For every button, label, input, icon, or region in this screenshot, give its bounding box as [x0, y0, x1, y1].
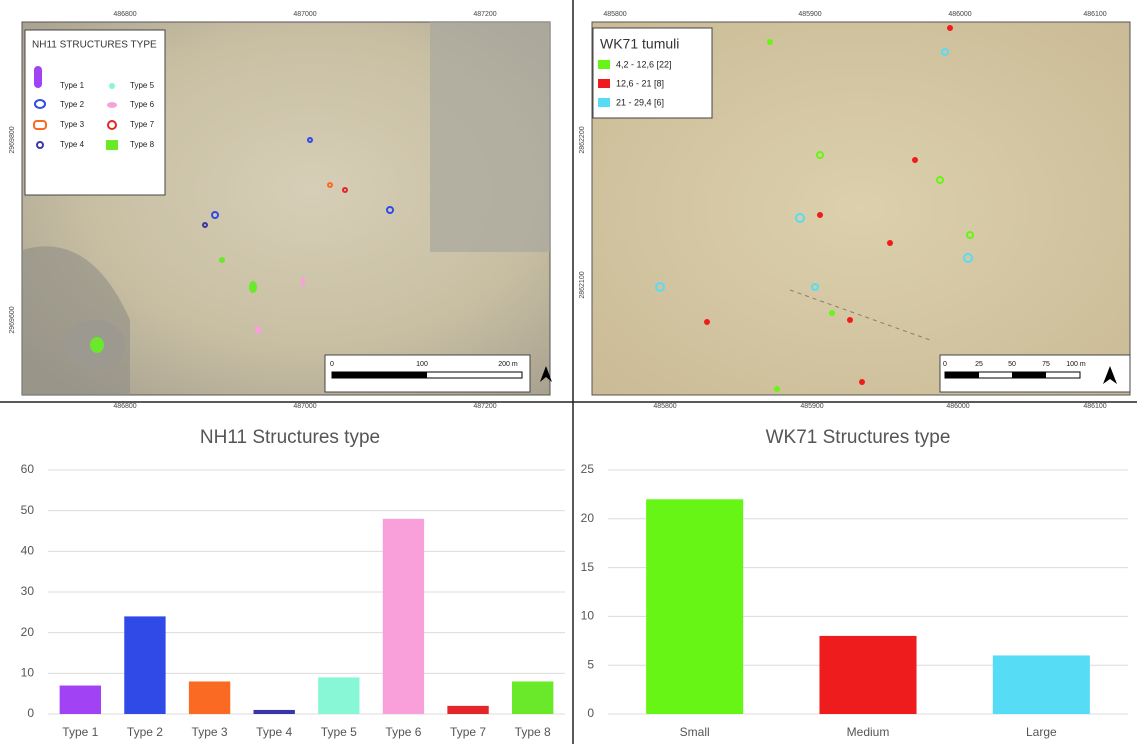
coord-label: 485800 — [603, 11, 626, 18]
scale-label: 75 — [1042, 361, 1050, 368]
legend-swatch — [598, 98, 610, 107]
coord-label: 2969800 — [9, 126, 16, 153]
bar — [819, 636, 916, 714]
bar — [447, 706, 488, 714]
x-tick-label: Small — [680, 725, 710, 739]
y-tick-label: 0 — [587, 706, 594, 720]
scale-bar — [1012, 372, 1046, 378]
y-tick-label: 5 — [587, 657, 594, 671]
x-tick-label: Type 4 — [256, 725, 292, 739]
scale-label: 50 — [1008, 361, 1016, 368]
x-tick-label: Large — [1026, 725, 1057, 739]
map-wk71: WK71 tumuli 4,2 - 12,6 [22] 12,6 - 21 [8… — [579, 11, 1130, 410]
map-title: NH11 STRUCTURES TYPE — [32, 40, 157, 51]
x-tick-label: Type 8 — [515, 725, 551, 739]
coord-label: 486100 — [1083, 403, 1106, 410]
x-tick-label: Type 6 — [385, 725, 421, 739]
y-tick-label: 25 — [581, 462, 595, 476]
coord-label: 486000 — [946, 403, 969, 410]
coord-label: 2862200 — [579, 126, 586, 153]
y-tick-label: 50 — [21, 503, 35, 517]
scale-bar — [945, 372, 979, 378]
y-tick-label: 30 — [21, 584, 35, 598]
bar — [993, 655, 1090, 714]
legend-box — [25, 30, 165, 195]
legend-label: Type 8 — [130, 140, 155, 149]
y-tick-label: 10 — [21, 666, 35, 680]
x-tick-label: Type 7 — [450, 725, 486, 739]
legend-label: Type 6 — [130, 100, 155, 109]
y-tick-label: 20 — [581, 511, 595, 525]
x-tick-label: Type 3 — [192, 725, 228, 739]
bar — [318, 677, 359, 714]
scale-label: 100 m — [1066, 361, 1086, 368]
y-tick-label: 15 — [581, 560, 595, 574]
legend-label: Type 4 — [60, 140, 85, 149]
legend-label: 4,2 - 12,6 [22] — [616, 59, 672, 69]
y-tick-label: 60 — [21, 462, 35, 476]
scale-label: 25 — [975, 361, 983, 368]
bar — [512, 681, 553, 714]
coord-label: 486000 — [948, 11, 971, 18]
bar — [646, 499, 743, 714]
legend-label: Type 2 — [60, 100, 85, 109]
coord-label: 485900 — [800, 403, 823, 410]
coord-label: 2969600 — [9, 306, 16, 333]
y-tick-label: 40 — [21, 544, 35, 558]
coord-label: 487200 — [473, 11, 496, 18]
coord-label: 487000 — [293, 11, 316, 18]
legend-label: Type 5 — [130, 81, 155, 90]
scale-bar — [332, 372, 427, 378]
bar — [60, 686, 101, 714]
legend-label: Type 7 — [130, 120, 155, 129]
legend-label: 21 - 29,4 [6] — [616, 97, 664, 107]
legend-label: 12,6 - 21 [8] — [616, 78, 664, 88]
coord-label: 486100 — [1083, 11, 1106, 18]
legend-swatch — [598, 60, 610, 69]
legend-label: Type 1 — [60, 81, 85, 90]
coord-label: 485800 — [653, 403, 676, 410]
legend-label: Type 3 — [60, 120, 85, 129]
bar — [189, 681, 230, 714]
map-nh11: NH11 STRUCTURES TYPE Type 1 Type 2 Type … — [9, 11, 552, 410]
chart-title: WK71 Structures type — [766, 427, 951, 448]
y-tick-label: 20 — [21, 625, 35, 639]
x-tick-label: Medium — [847, 725, 890, 739]
chart-title: NH11 Structures type — [200, 427, 380, 448]
coord-label: 487000 — [293, 403, 316, 410]
scale-label: 200 m — [498, 361, 518, 368]
bar — [383, 519, 424, 714]
scale-label: 0 — [330, 361, 334, 368]
legend-swatch — [598, 79, 610, 88]
coord-label: 486800 — [113, 11, 136, 18]
settlement — [430, 22, 550, 252]
y-tick-label: 0 — [27, 706, 34, 720]
coord-label: 2862100 — [579, 271, 586, 298]
x-tick-label: Type 2 — [127, 725, 163, 739]
bar — [124, 616, 165, 714]
bar — [254, 710, 295, 714]
x-tick-label: Type 5 — [321, 725, 357, 739]
coord-label: 487200 — [473, 403, 496, 410]
scale-label: 100 — [416, 361, 428, 368]
coord-label: 486800 — [113, 403, 136, 410]
x-tick-label: Type 1 — [62, 725, 98, 739]
coord-label: 485900 — [798, 11, 821, 18]
y-tick-label: 10 — [581, 609, 595, 623]
map-title: WK71 tumuli — [600, 36, 679, 52]
scale-label: 0 — [943, 361, 947, 368]
figure: NH11 STRUCTURES TYPE Type 1 Type 2 Type … — [0, 0, 1137, 744]
